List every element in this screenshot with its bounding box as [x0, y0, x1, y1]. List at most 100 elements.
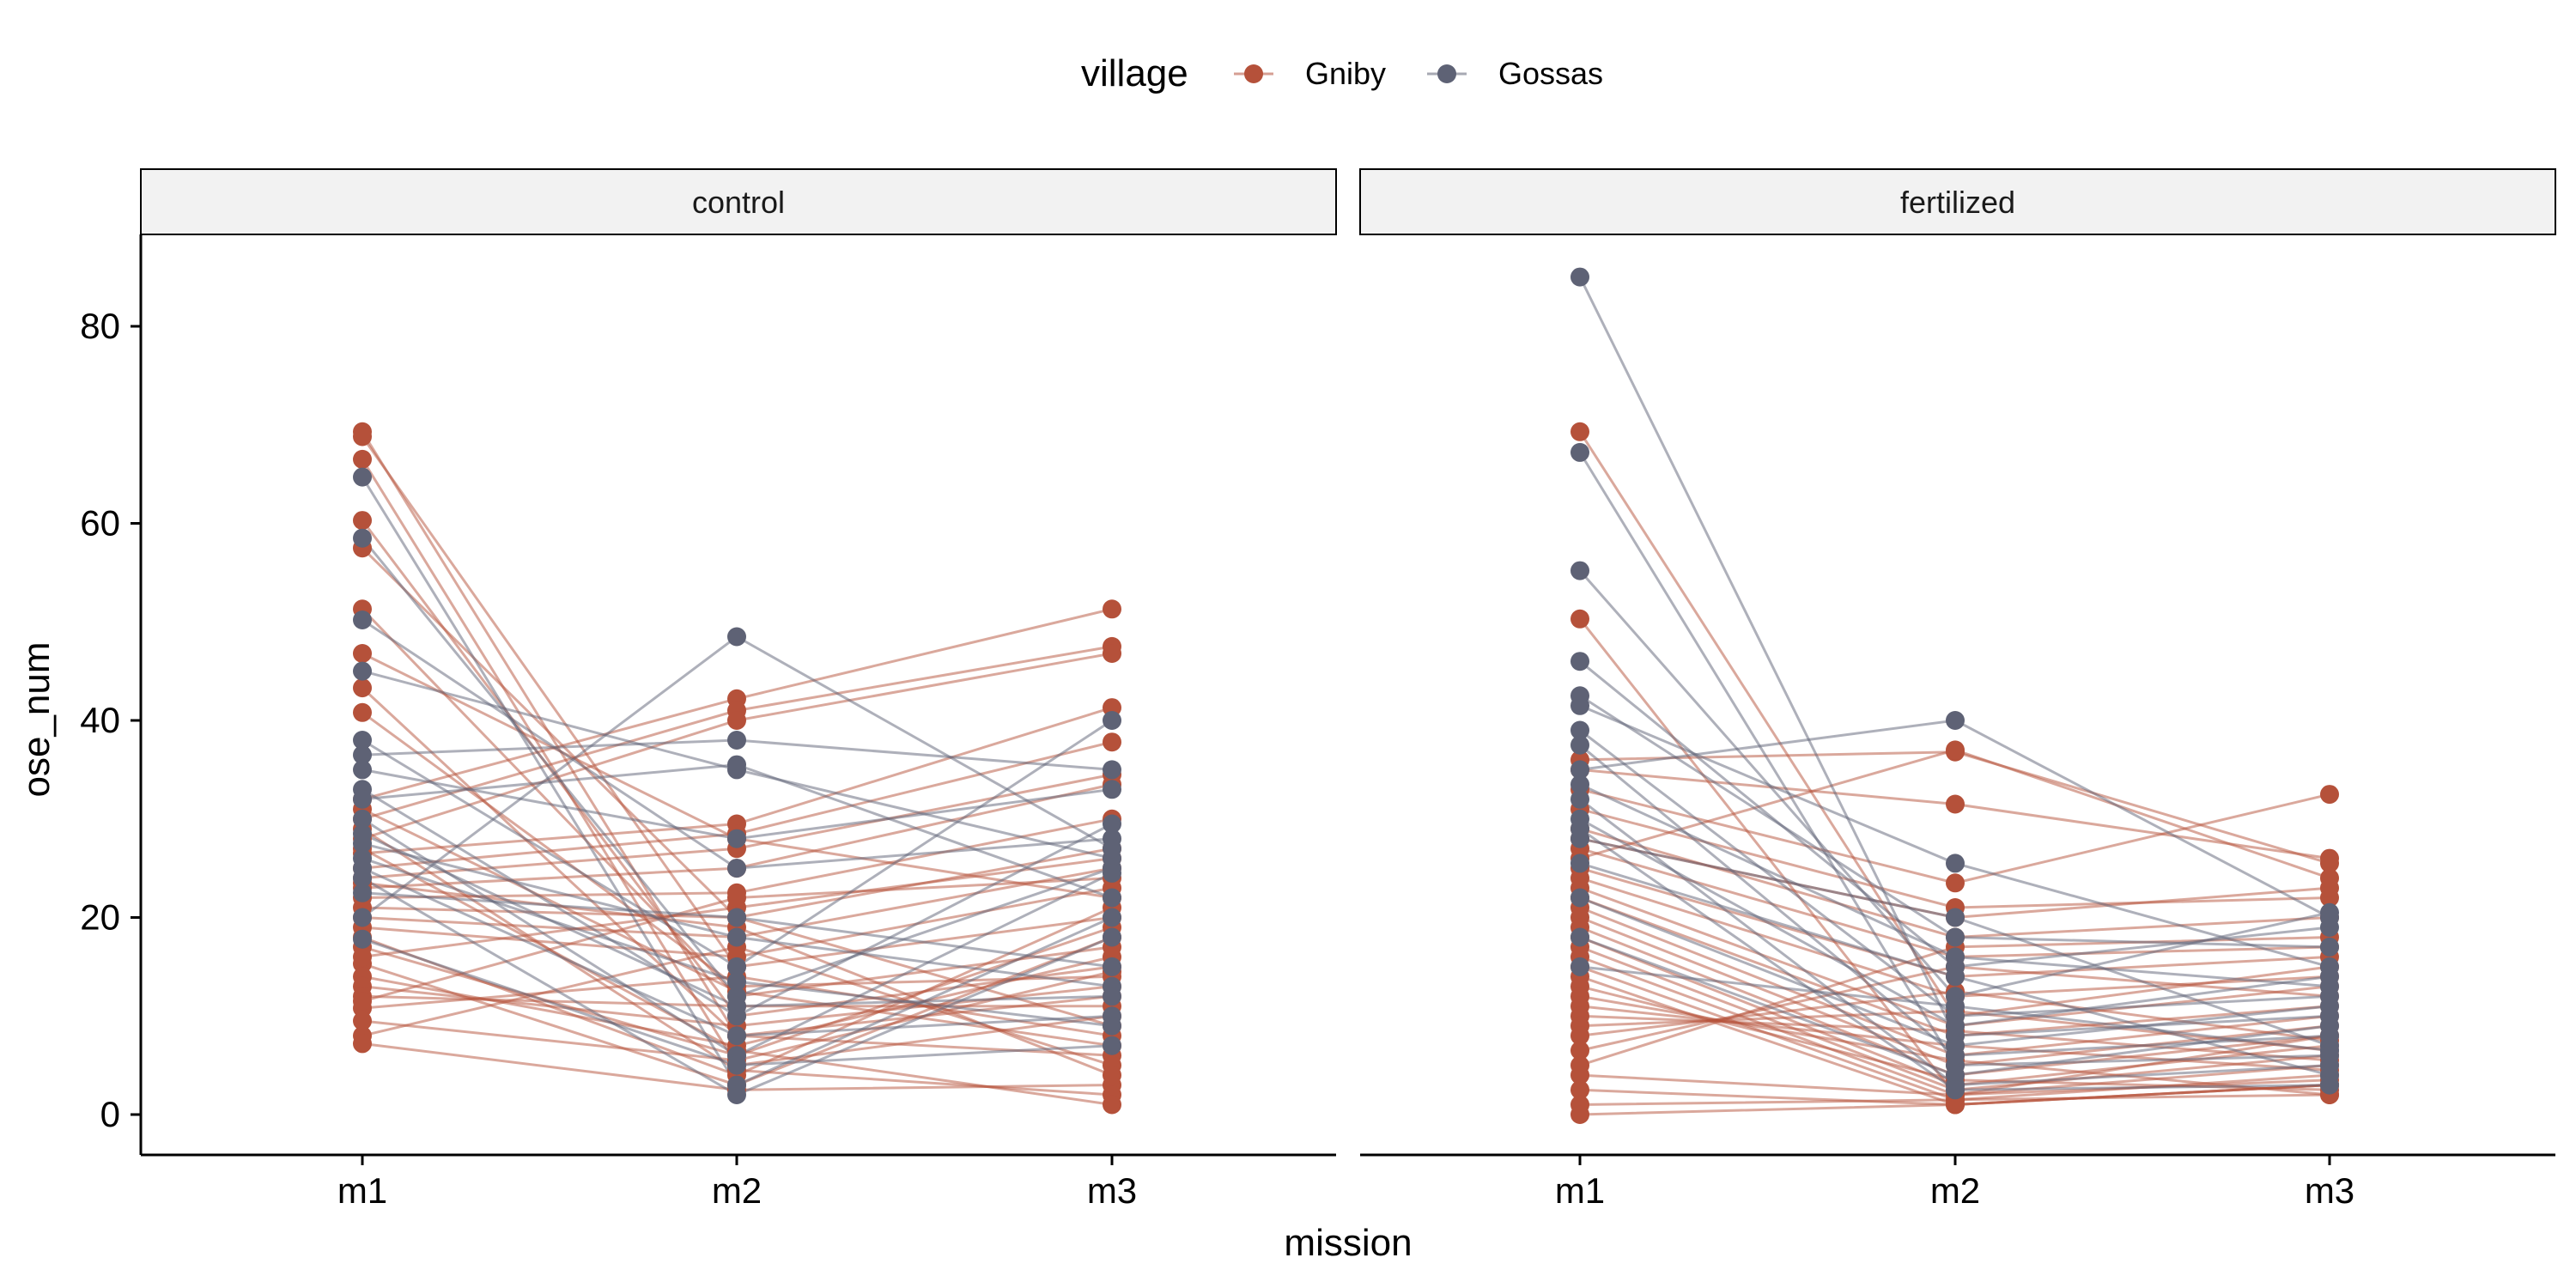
data-point-gniby-m1	[1571, 609, 1589, 629]
x-axis: m1 m2 m3 m1 m2 m3	[141, 1153, 2555, 1211]
data-point-gossas-m1	[1571, 927, 1589, 947]
data-point-gossas-m2	[1946, 927, 1965, 947]
legend-label-gniby: Gniby	[1305, 56, 1386, 91]
data-point-gossas-m3	[2320, 937, 2339, 957]
panel-control	[353, 422, 1121, 1115]
data-point-gossas-m3	[1103, 957, 1121, 976]
data-point-gniby-m3	[1103, 599, 1121, 619]
data-point-gossas-m2	[1946, 1036, 1965, 1055]
data-point-gossas-m2	[727, 627, 746, 647]
data-point-gniby-m1	[353, 449, 372, 469]
y-tick-label: 0	[100, 1094, 120, 1134]
data-point-gossas-m3	[1103, 814, 1121, 834]
data-point-gossas-m3	[1103, 839, 1121, 859]
data-point-gossas-m1	[353, 824, 372, 843]
data-point-gossas-m1	[1571, 561, 1589, 580]
data-point-gniby-m1	[1571, 1080, 1589, 1100]
data-point-gossas-m1	[353, 883, 372, 902]
data-point-gniby-m1	[353, 678, 372, 698]
data-point-gniby-m1	[353, 947, 372, 967]
data-point-gossas-m3	[2320, 1075, 2339, 1095]
data-point-gossas-m2	[1946, 908, 1965, 927]
data-point-gossas-m3	[1103, 780, 1121, 799]
data-point-gniby-m1	[1571, 422, 1589, 441]
data-point-gniby-m3	[2320, 878, 2339, 898]
data-point-gossas-m1	[353, 731, 372, 750]
data-point-gniby-m2	[1946, 1095, 1965, 1115]
facet-strip-control-label: control	[692, 185, 785, 220]
data-point-gniby-m2	[727, 888, 746, 908]
y-tick-label: 20	[80, 897, 120, 938]
data-point-gossas-m1	[1571, 652, 1589, 671]
data-point-gossas-m1	[1571, 854, 1589, 873]
data-point-gossas-m2	[1946, 967, 1965, 987]
data-point-gniby-m2	[1946, 794, 1965, 814]
data-point-gniby-m3	[1103, 644, 1121, 663]
data-point-gossas-m2	[1946, 711, 1965, 730]
data-point-gniby-m3	[1103, 1095, 1121, 1115]
y-tick-label: 80	[80, 306, 120, 346]
data-point-gossas-m3	[2320, 996, 2339, 1016]
data-point-gossas-m1	[1571, 888, 1589, 908]
data-point-gossas-m2	[727, 829, 746, 848]
data-point-gossas-m3	[1103, 888, 1121, 908]
series-points-fertilized	[1571, 267, 2339, 1124]
data-point-gossas-m1	[353, 848, 372, 868]
facet-strip-fertilized-label: fertilized	[1900, 185, 2015, 220]
data-point-gniby-m1	[353, 427, 372, 447]
legend-key-gniby	[1234, 64, 1273, 83]
legend: village Gniby Gossas	[1081, 52, 1603, 94]
data-point-gossas-m1	[1571, 696, 1589, 715]
data-point-gossas-m1	[353, 789, 372, 809]
data-point-gniby-m2	[1946, 740, 1965, 760]
data-point-gossas-m3	[1103, 1036, 1121, 1055]
data-point-gossas-m2	[1946, 947, 1965, 967]
data-point-gossas-m3	[2320, 908, 2339, 927]
y-axis: 0 20 40 60 80	[80, 234, 143, 1155]
data-point-gossas-m1	[1571, 789, 1589, 809]
data-point-gniby-m1	[1571, 1041, 1589, 1060]
panel-fertilized	[1571, 267, 2339, 1124]
y-tick-label: 60	[80, 503, 120, 544]
x-tick-label: m3	[1087, 1170, 1137, 1211]
data-point-gniby-m1	[353, 511, 372, 531]
data-point-gossas-m1	[353, 868, 372, 888]
data-point-gossas-m1	[1571, 819, 1589, 839]
data-point-gossas-m3	[2320, 1016, 2339, 1036]
facet-strip-control: control	[140, 168, 1337, 235]
data-point-gossas-m1	[353, 929, 372, 949]
data-point-gossas-m3	[1103, 927, 1121, 947]
x-tick-label: m2	[1930, 1170, 1980, 1211]
data-point-gossas-m2	[1946, 996, 1965, 1016]
data-point-gniby-m1	[353, 1012, 372, 1030]
data-point-gossas-m1	[1571, 775, 1589, 794]
y-axis-title: ose_num	[15, 641, 58, 797]
data-point-gniby-m1	[353, 992, 372, 1011]
x-tick-label: m2	[712, 1170, 762, 1211]
data-point-gossas-m3	[1103, 863, 1121, 883]
data-point-gossas-m2	[727, 957, 746, 976]
data-point-gossas-m1	[353, 661, 372, 681]
data-point-gossas-m1	[1571, 267, 1589, 287]
data-point-gniby-m1	[1571, 1026, 1589, 1046]
data-point-gossas-m3	[1103, 1016, 1121, 1036]
data-point-gossas-m2	[727, 908, 746, 927]
data-point-gossas-m1	[1571, 735, 1589, 755]
data-point-gniby-m3	[2320, 785, 2339, 805]
data-point-gossas-m1	[1571, 720, 1589, 740]
data-point-gniby-m1	[353, 702, 372, 722]
data-point-gniby-m2	[1946, 873, 1965, 893]
data-point-gossas-m2	[1946, 1080, 1965, 1100]
facet-strip-fertilized-box	[1359, 168, 2556, 235]
data-point-gniby-m3	[1103, 1066, 1121, 1085]
data-point-gossas-m3	[1103, 760, 1121, 780]
data-point-gossas-m3	[1103, 987, 1121, 1006]
data-point-gniby-m3	[2320, 848, 2339, 868]
data-point-gossas-m2	[727, 859, 746, 878]
data-point-gossas-m2	[727, 972, 746, 992]
x-axis-title: mission	[1284, 1222, 1412, 1264]
data-point-gossas-m2	[727, 755, 746, 775]
data-point-gniby-m1	[1571, 1105, 1589, 1124]
data-point-gossas-m2	[1946, 1066, 1965, 1085]
